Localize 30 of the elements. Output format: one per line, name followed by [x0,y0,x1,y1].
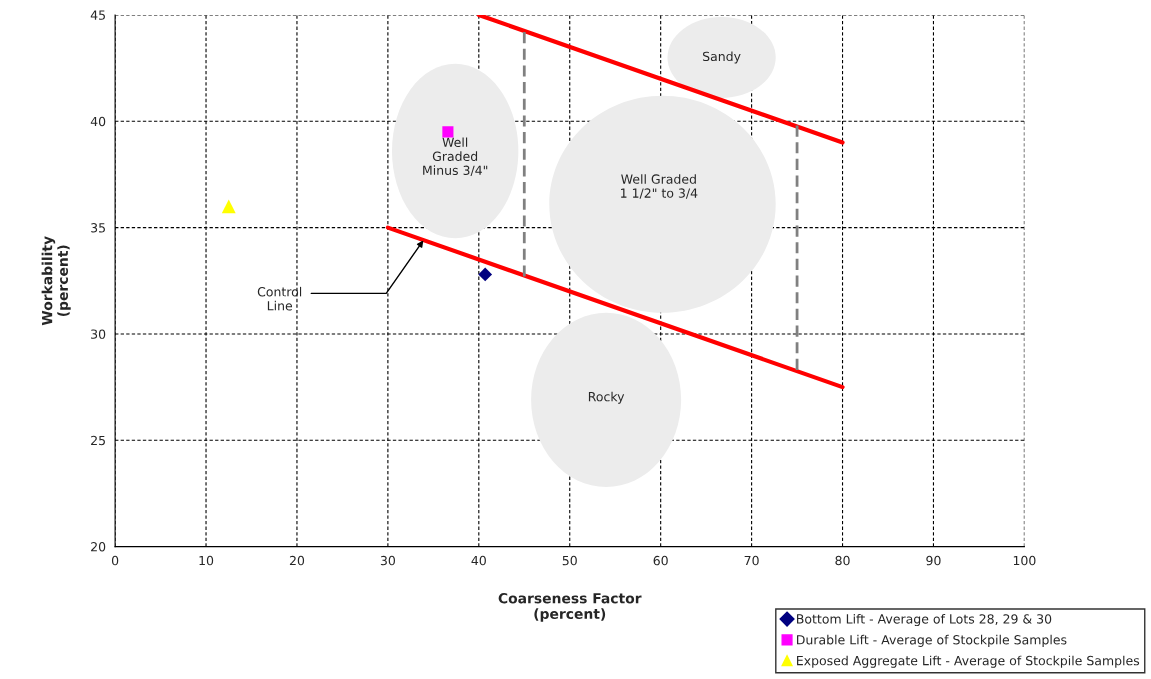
x-tick-label: 30 [380,555,396,566]
x-tick-label: 20 [289,555,305,566]
point [442,126,454,138]
legend-label: Durable Lift - Average of Stockpile Samples [797,634,1067,647]
legend-label: Bottom Lift - Average of Lots 28, 29 & 30 [797,613,1052,627]
annotation: Rocky [588,391,625,404]
x-tick-label: 70 [744,555,759,566]
y-tick-label: 35 [91,223,105,233]
annotation: Sandy [702,51,741,64]
x-tick-label: 10 [199,555,214,566]
annotation: Well Graded Minus 3/4" [423,137,488,177]
x-axis-title: Coarseness Factor (percent) [498,592,642,622]
legend-label: Exposed Aggregate Lift - Average of Stockpile Samples [797,655,1140,668]
y-tick-label: 20 [91,542,106,552]
x-tick-label: 40 [471,555,486,566]
x-tick-label: 50 [562,555,577,566]
point [478,267,493,282]
y-tick-label: 40 [90,116,106,127]
y-tick-label: 30 [91,329,106,339]
point [221,199,236,214]
x-tick-label: 0 [111,555,119,566]
x-tick-label: 60 [653,555,668,566]
x-tick-label: 100 [1013,555,1036,566]
x-tick-label: 90 [926,555,941,566]
x-tick-label: 80 [835,555,850,566]
annotation: Well Graded 1 1/2" to 3/4 [621,174,698,199]
annotation: Control Line [257,286,302,311]
y-tick-label: 45 [90,10,105,20]
y-tick-label: 25 [91,435,105,446]
y-axis-title: Workability (percent) [41,236,71,326]
